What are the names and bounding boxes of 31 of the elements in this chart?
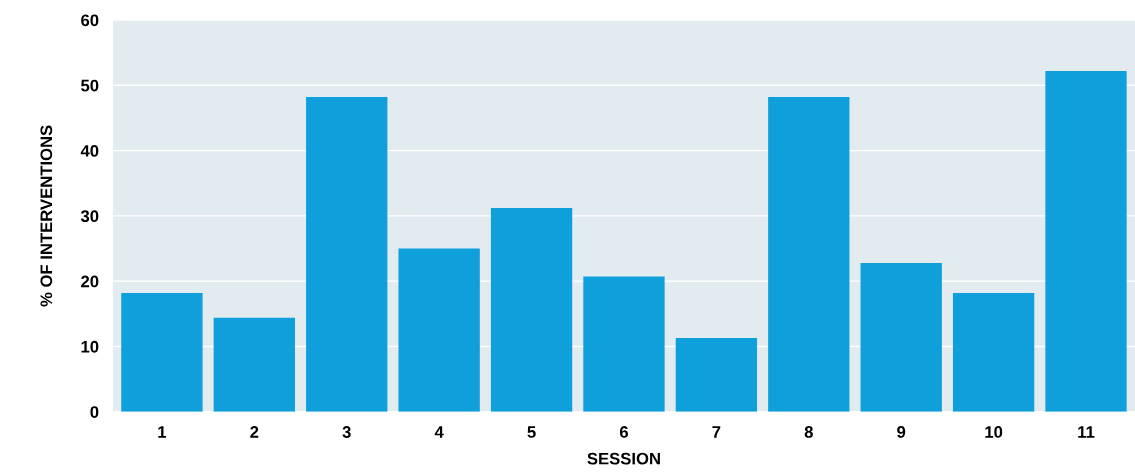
bar xyxy=(398,248,480,412)
x-tick-label: 2 xyxy=(250,426,259,438)
x-tick-label: 5 xyxy=(527,426,536,438)
x-tick-label: 3 xyxy=(342,426,351,438)
x-tick-label: 11 xyxy=(1078,426,1095,438)
bar xyxy=(121,292,203,412)
y-axis-title: % OF INTERVENTIONS xyxy=(40,125,53,307)
bar xyxy=(213,317,295,412)
y-tick-label: 30 xyxy=(80,210,99,223)
y-tick-label: 60 xyxy=(81,14,99,27)
x-tick-label: 1 xyxy=(158,426,167,438)
y-tick-label: 10 xyxy=(81,340,99,353)
bar xyxy=(768,97,850,412)
y-tick-label: 40 xyxy=(80,144,99,157)
bar xyxy=(860,262,942,412)
bar xyxy=(306,97,388,412)
x-tick-label: 10 xyxy=(985,426,1003,438)
x-tick-label: 4 xyxy=(434,426,444,438)
x-tick-label: 7 xyxy=(712,426,721,438)
x-axis-title: SESSION xyxy=(587,452,660,465)
x-tick-label: 6 xyxy=(619,426,628,438)
y-tick-label: 0 xyxy=(90,406,99,418)
x-tick-label: 8 xyxy=(804,426,813,438)
bar xyxy=(490,208,573,412)
bar xyxy=(675,337,758,412)
y-tick-label: 20 xyxy=(81,275,99,288)
y-tick-label: 50 xyxy=(81,79,99,92)
bar xyxy=(1045,70,1127,412)
bar xyxy=(952,292,1035,412)
bar xyxy=(583,276,665,412)
x-tick-label: 9 xyxy=(897,426,906,438)
